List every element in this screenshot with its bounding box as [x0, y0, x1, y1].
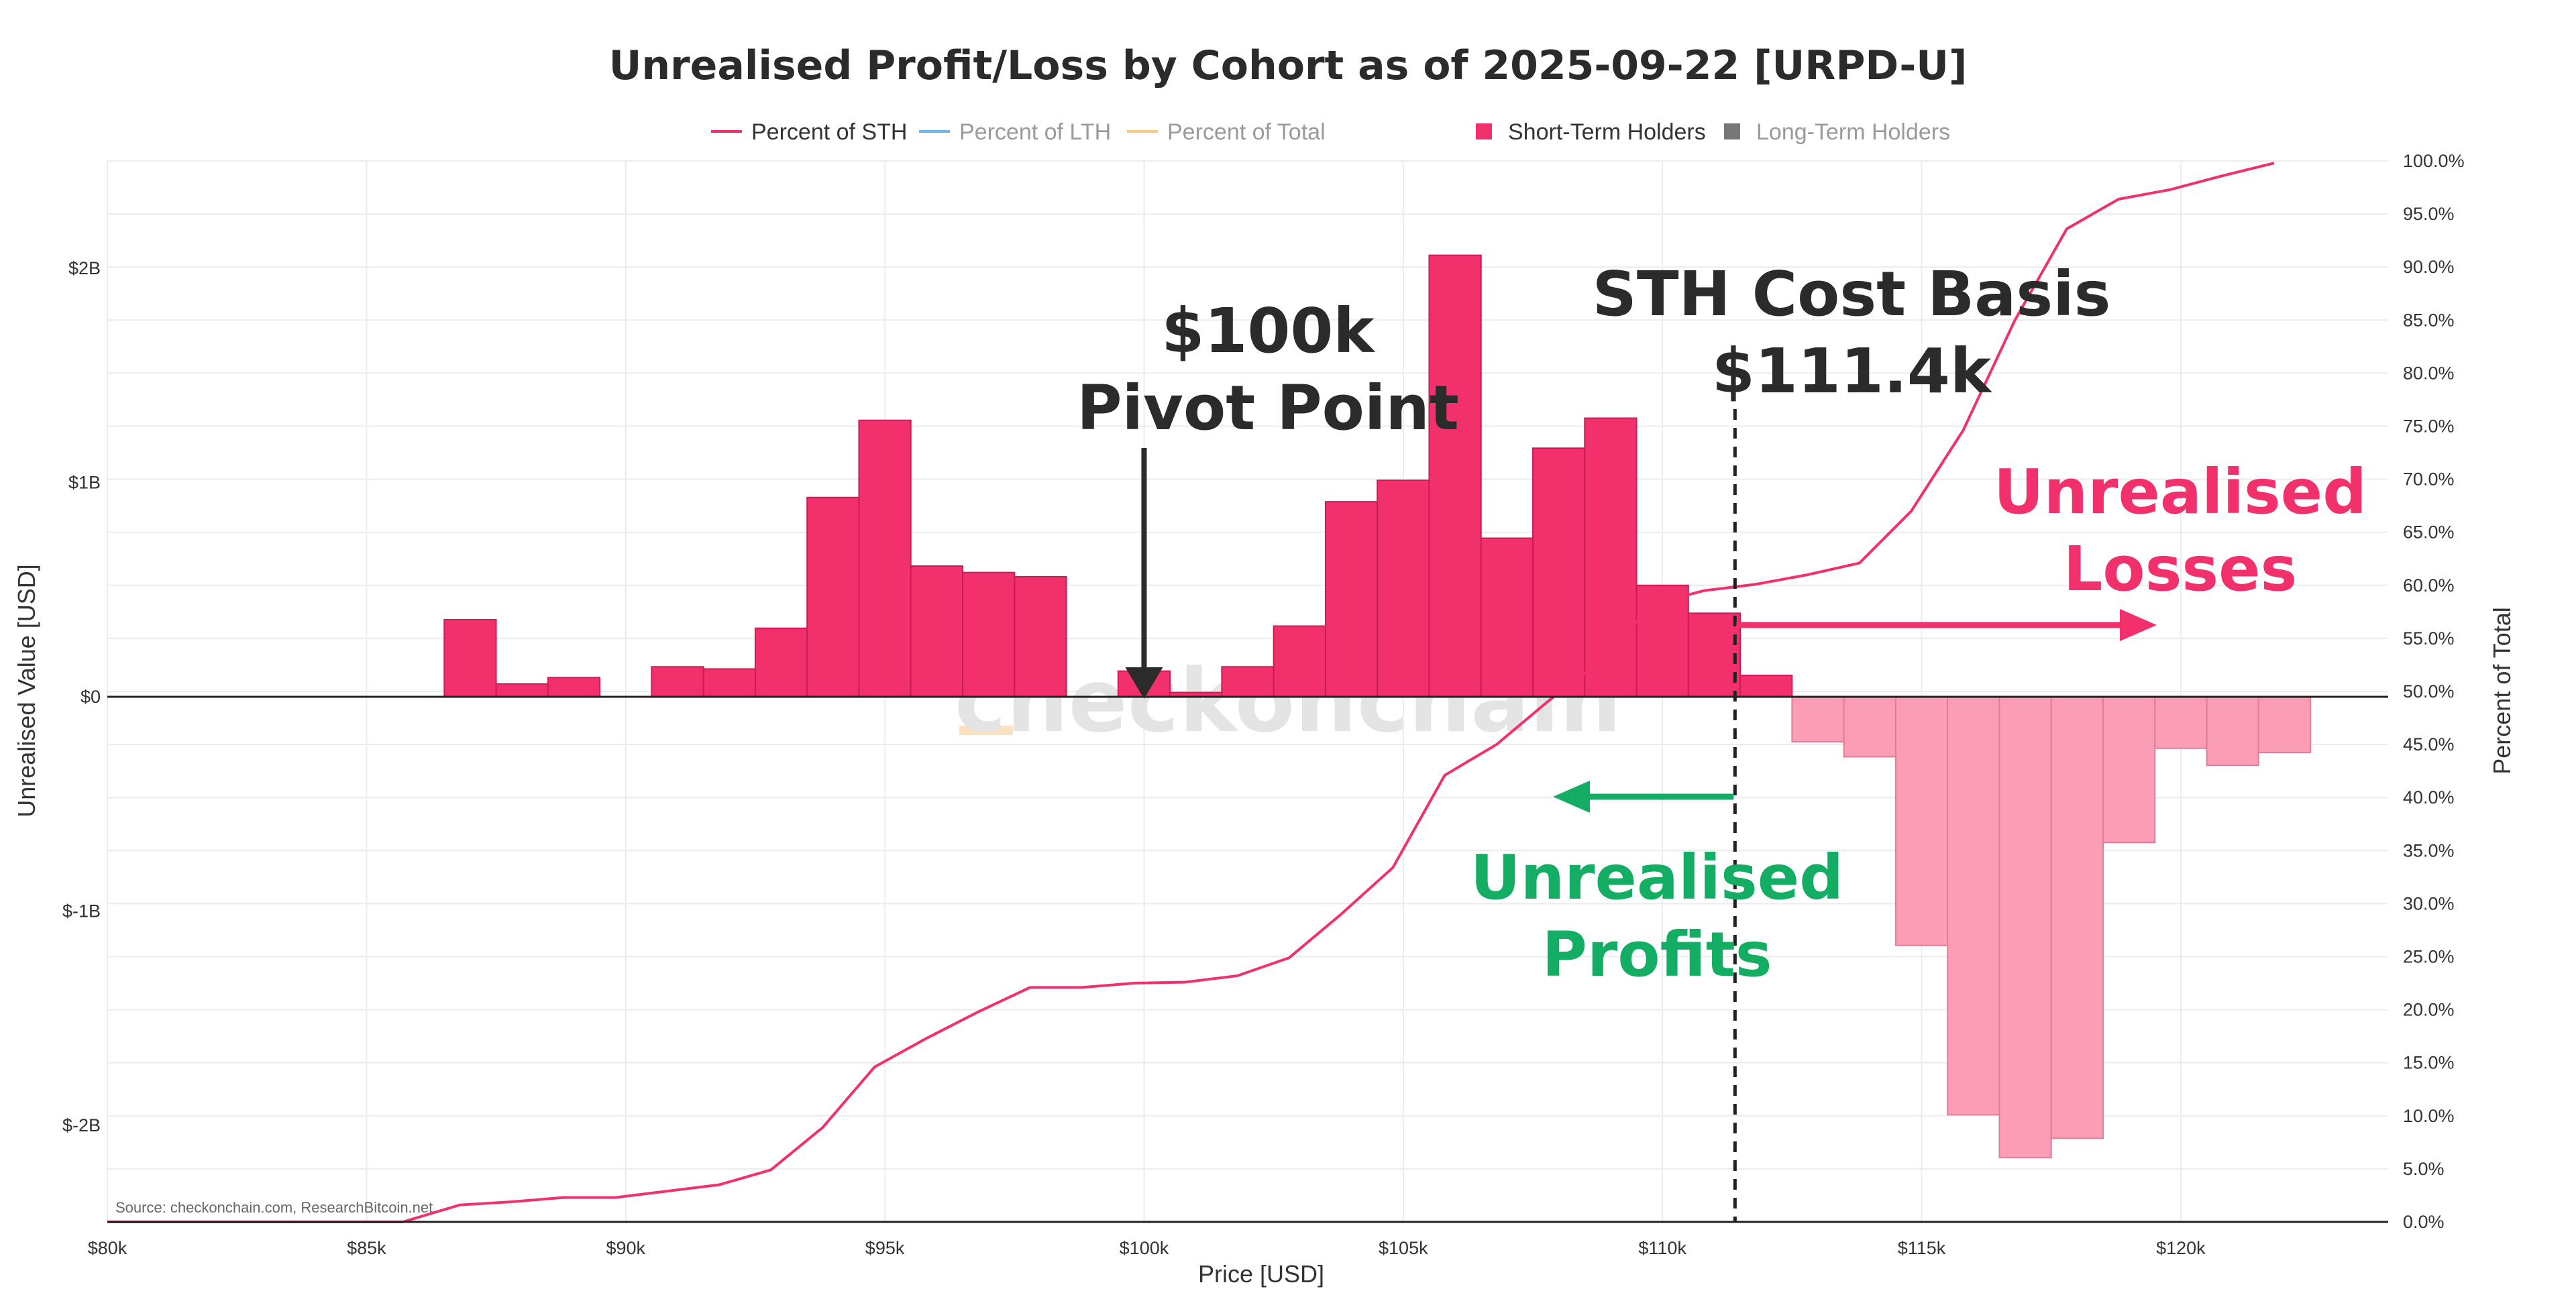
y2-tick-label: 90.0% [2403, 257, 2455, 277]
y2-tick-label: 100.0% [2403, 151, 2465, 171]
sth-bar [1532, 447, 1586, 697]
axes [107, 695, 2388, 1223]
sth-bar [1428, 254, 1482, 697]
y-tick-label: $-1B [62, 901, 101, 921]
sth-percent-line-layer [107, 162, 2275, 1223]
sth-bar [1791, 695, 1845, 743]
x-tick-label: $120k [2156, 1238, 2206, 1258]
sth-bar [1273, 625, 1326, 697]
pivot-arrow-head [1125, 667, 1163, 699]
source-credit: Source: checkonchain.com, ResearchBitcoi… [115, 1199, 433, 1216]
y2-tick-label: 75.0% [2403, 416, 2455, 437]
sth-bar [2257, 695, 2312, 754]
unrealised-profits-line2: Profits [1542, 919, 1772, 991]
unrealised-losses-line1: Unrealised [1994, 456, 2367, 528]
profits-arrow-head [1553, 781, 1590, 813]
sth-bar [806, 496, 860, 697]
legend-percent-total-label: Percent of Total [1167, 119, 1326, 145]
x-tick-label: $90k [606, 1238, 645, 1258]
y2-tick-label: 5.0% [2403, 1159, 2445, 1179]
sth-bar [1584, 417, 1638, 697]
legend[interactable]: Percent of STH Percent of LTH Percent of T… [711, 119, 1950, 145]
sth-bar [1377, 480, 1430, 697]
sth-bar [2206, 695, 2259, 767]
sth-bar [1014, 576, 1067, 697]
legend-long-term-holders-swatch [1724, 123, 1740, 139]
cost-basis-title: STH Cost Basis [1593, 258, 2111, 330]
y2-tick-label: 85.0% [2403, 310, 2455, 330]
sth-bar [1687, 612, 1741, 697]
sth-bar [495, 683, 549, 697]
y2-tick-label: 30.0% [2403, 893, 2455, 913]
y2-tick-label: 45.0% [2403, 734, 2455, 754]
y-tick-label: $0 [80, 687, 101, 707]
unrealised-losses-line2: Losses [2063, 533, 2298, 605]
y2-tick-label: 50.0% [2403, 681, 2455, 701]
y2-tick-label: 0.0% [2403, 1212, 2445, 1232]
y-tick-label: $1B [68, 472, 101, 492]
y2-tick-label: 65.0% [2403, 522, 2455, 543]
pivot-price-label: $100k [1161, 295, 1375, 367]
x-tick-label: $105k [1379, 1238, 1428, 1258]
sth-bar [1894, 695, 1949, 946]
sth-bar [1221, 666, 1275, 697]
legend-percent-lth-label: Percent of LTH [959, 119, 1111, 145]
sth-bar [443, 618, 497, 697]
y2-tick-label: 35.0% [2403, 840, 2455, 860]
sth-bar [1739, 675, 1793, 697]
legend-short-term-holders-swatch [1476, 123, 1492, 139]
pivot-point-label: Pivot Point [1077, 372, 1459, 444]
y2-tick-label: 10.0% [2403, 1106, 2455, 1126]
sth-bar [547, 677, 601, 697]
sth-bar [910, 565, 964, 697]
sth-bar [1324, 501, 1379, 697]
sth-bar [1843, 695, 1896, 758]
x-axis-label: Price [USD] [1198, 1260, 1324, 1288]
percent-sth-line [107, 162, 2275, 1223]
legend-short-term-holders-label: Short-Term Holders [1508, 119, 1706, 145]
sth-bar [858, 419, 912, 697]
x-tick-label: $80k [88, 1238, 127, 1258]
x-tick-label: $110k [1638, 1238, 1686, 1258]
y2-tick-label: 15.0% [2403, 1053, 2455, 1073]
legend-percent-sth-label: Percent of STH [751, 119, 907, 145]
y-axis-label: Unrealised Value [USD] [13, 564, 40, 818]
watermark-dash [959, 726, 1013, 735]
legend-long-term-holders-label: Long-Term Holders [1756, 119, 1950, 145]
tick-labels: $80k $85k $90k $95k $100k $105k $110k $115k $120… [62, 151, 2465, 1258]
x-tick-label: $95k [865, 1238, 905, 1258]
cost-basis-value: $111.4k [1712, 335, 1992, 407]
x-tick-label: $115k [1898, 1238, 1946, 1258]
sth-bar [962, 571, 1016, 697]
sth-bar [2102, 695, 2156, 844]
x-tick-label: $85k [347, 1238, 386, 1258]
y2-tick-label: 80.0% [2403, 363, 2455, 383]
y2-tick-label: 55.0% [2403, 628, 2455, 649]
y2-tick-label: 25.0% [2403, 947, 2455, 967]
y2-tick-label: 60.0% [2403, 575, 2455, 596]
sth-bar [1998, 695, 2052, 1159]
sth-bar [2050, 695, 2104, 1139]
sth-bar [651, 666, 704, 697]
sth-bar [1635, 584, 1689, 697]
y-tick-label: $2B [68, 258, 101, 278]
y2-tick-label: 95.0% [2403, 204, 2455, 224]
sth-bar [702, 668, 756, 697]
y2-tick-label: 70.0% [2403, 469, 2455, 490]
sth-bar [1947, 695, 2000, 1116]
y2-tick-label: 20.0% [2403, 1000, 2455, 1020]
chart-title: Unrealised Profit/Loss by Cohort as of 2… [609, 42, 1968, 89]
sth-bar [754, 627, 808, 697]
y-tick-label: $-2B [62, 1115, 101, 1135]
y2-axis-label: Percent of Total [2488, 607, 2516, 775]
sth-bar [1480, 537, 1534, 697]
unrealised-profits-line1: Unrealised [1470, 842, 1843, 913]
losses-arrow-head [2120, 609, 2157, 641]
y2-tick-label: 40.0% [2403, 787, 2455, 807]
x-tick-label: $100k [1120, 1238, 1169, 1258]
sth-bar [2154, 695, 2208, 749]
